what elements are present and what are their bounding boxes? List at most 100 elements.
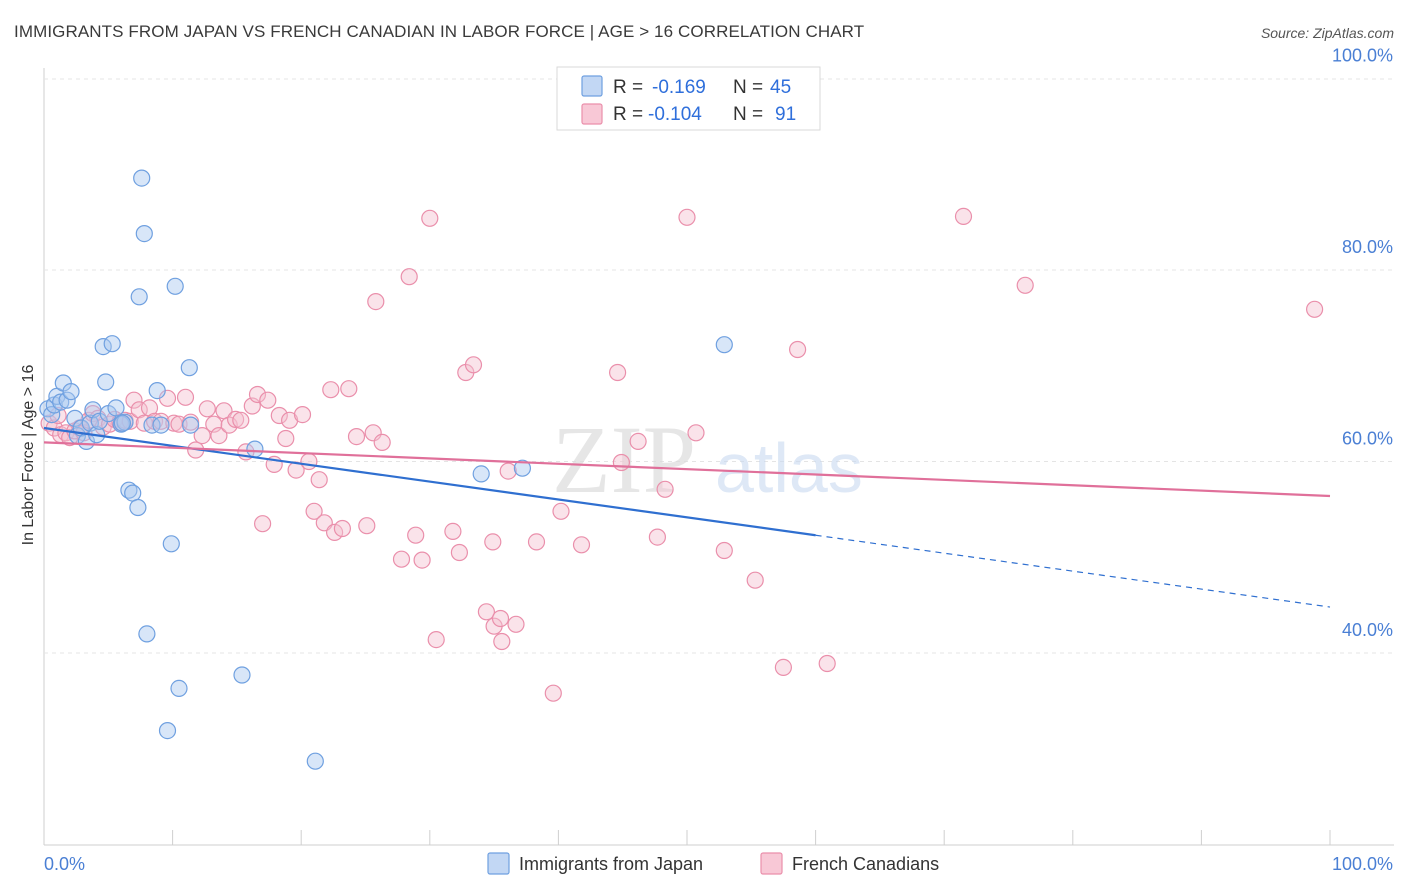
point-french-canadian-88 [678, 208, 696, 226]
point-french-canadian-78 [527, 533, 546, 551]
point-french-canadian-87 [656, 480, 674, 498]
point-french-canadian-81 [367, 293, 385, 311]
point-french-canadian-53 [322, 381, 340, 399]
point-japan-17 [97, 373, 115, 391]
point-japan-40 [246, 440, 264, 458]
legend-n-value-french-canadian: 91 [775, 104, 796, 125]
point-french-canadian-58 [358, 517, 376, 535]
y-tick-label-80: 80.0% [1342, 237, 1393, 257]
point-japan-36 [170, 679, 188, 698]
point-japan-8 [66, 409, 84, 427]
point-french-canadian-68 [450, 543, 468, 562]
series-french-canadian [40, 207, 1324, 702]
legend-n-label-french-canadian: N = [733, 104, 763, 125]
point-french-canadian-49 [300, 452, 318, 471]
point-japan-44 [715, 336, 733, 354]
point-french-canadian-71 [477, 603, 495, 621]
point-french-canadian-54 [326, 523, 344, 542]
point-japan-39 [233, 666, 251, 684]
bottom-legend-swatch-french-canadian [760, 852, 783, 875]
x-tick-label-0: 0.0% [44, 854, 85, 874]
point-french-canadian-60 [373, 433, 391, 451]
point-japan-45 [130, 288, 148, 306]
point-french-canadian-56 [340, 380, 358, 398]
chart-title: IMMIGRANTS FROM JAPAN VS FRENCH CANADIAN… [14, 22, 865, 41]
point-japan-28 [113, 414, 132, 432]
legend-r-value-japan: -0.169 [652, 77, 706, 98]
point-french-canadian-57 [347, 428, 366, 446]
point-french-canadian-42 [259, 391, 277, 409]
point-french-canadian-79 [544, 684, 562, 702]
point-french-canadian-86 [648, 528, 667, 546]
top-legend: R = -0.169 N = 45 R = -0.104 N = 91 [556, 66, 821, 131]
point-japan-35 [166, 277, 184, 295]
point-french-canadian-90 [715, 541, 733, 560]
chart-source: Source: ZipAtlas.com [1260, 25, 1394, 41]
point-japan-33 [158, 721, 177, 740]
point-japan-19 [103, 335, 121, 353]
x-tick-label-100: 100.0% [1332, 854, 1393, 874]
bottom-legend-label-french-canadian: French Canadians [792, 854, 939, 874]
point-french-canadian-70 [464, 356, 483, 374]
watermark-atlas: atlas [715, 429, 863, 507]
point-japan-24 [124, 484, 142, 502]
point-french-canadian-44 [270, 406, 288, 425]
point-french-canadian-61 [392, 550, 411, 568]
legend-n-label-japan: N = [733, 77, 763, 98]
point-french-canadian-95 [954, 207, 973, 225]
watermark-zip: ZIP [552, 406, 696, 513]
point-french-canadian-36 [227, 410, 245, 428]
point-french-canadian-51 [310, 471, 328, 489]
point-french-canadian-80 [552, 502, 570, 520]
point-japan-34 [162, 535, 180, 553]
point-japan-43 [513, 459, 532, 477]
point-japan-29 [138, 625, 156, 643]
point-french-canadian-64 [413, 551, 431, 569]
point-french-canadian-85 [629, 432, 647, 450]
point-french-canadian-23 [152, 412, 170, 430]
data-points [39, 169, 1324, 770]
point-french-canadian-66 [427, 630, 445, 649]
point-japan-27 [135, 225, 153, 243]
point-french-canadian-55 [333, 519, 351, 538]
point-french-canadian-33 [210, 427, 228, 445]
point-french-canadian-67 [444, 522, 462, 541]
point-french-canadian-65 [421, 209, 439, 227]
point-japan-30 [143, 416, 161, 434]
x-ticks [172, 830, 1331, 845]
legend-r-label-japan: R = [613, 77, 643, 98]
point-french-canadian-94 [818, 654, 836, 673]
point-japan-4 [52, 393, 70, 411]
grid-lines [44, 269, 1394, 654]
y-tick-labels: 40.0% 60.0% 80.0% 100.0% [1332, 46, 1393, 641]
point-french-canadian-41 [254, 515, 272, 533]
point-french-canadian-2 [49, 406, 67, 425]
legend-swatch-japan [581, 75, 603, 97]
watermark: ZIP atlas [552, 406, 863, 513]
point-japan-6 [58, 391, 76, 409]
point-french-canadian-62 [400, 268, 418, 286]
point-japan-32 [152, 416, 170, 434]
point-french-canadian-48 [293, 406, 312, 424]
bottom-legend-label-japan: Immigrants from Japan [519, 854, 703, 874]
point-japan-31 [148, 382, 166, 400]
bottom-legend-swatch-japan [487, 852, 510, 875]
point-french-canadian-93 [788, 340, 807, 359]
point-french-canadian-18 [125, 391, 143, 409]
point-french-canadian-37 [232, 411, 250, 429]
point-french-canadian-83 [608, 363, 627, 382]
point-french-canadian-82 [572, 536, 591, 554]
point-french-canadian-40 [248, 385, 267, 404]
point-japan-25 [129, 498, 147, 517]
point-french-canadian-45 [277, 429, 295, 448]
y-tick-label-100: 100.0% [1332, 46, 1393, 66]
y-tick-label-60: 60.0% [1342, 429, 1393, 449]
point-french-canadian-50 [305, 502, 323, 520]
trend-lines [43, 426, 1331, 608]
point-japan-41 [306, 752, 324, 770]
point-french-canadian-75 [493, 632, 511, 651]
point-japan-7 [62, 383, 80, 401]
legend-r-label-french-canadian: R = [613, 104, 643, 125]
point-french-canadian-76 [499, 462, 517, 480]
